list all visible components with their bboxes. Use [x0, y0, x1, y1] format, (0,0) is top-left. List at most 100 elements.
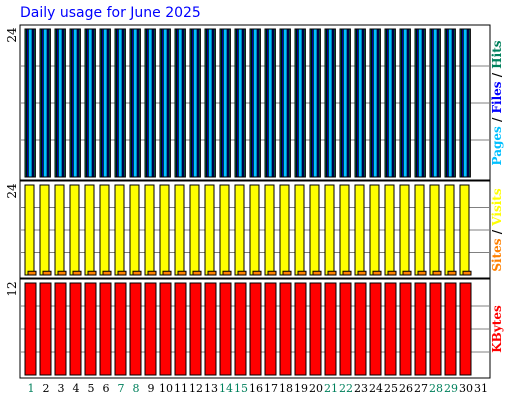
bar-pages-day-16 [252, 28, 258, 178]
bar-pages-day-25 [387, 28, 393, 178]
bar-kbytes-day-28 [429, 282, 442, 376]
bar-sites-day-30 [462, 270, 472, 276]
bar-sites-day-19 [297, 270, 307, 276]
bar-pages-day-26 [402, 28, 408, 178]
bar-visits-day-16 [249, 184, 260, 276]
bar-pages-day-13 [207, 28, 213, 178]
bar-kbytes-day-9 [144, 282, 157, 376]
bar-visits-day-25 [384, 184, 395, 276]
bar-visits-day-8 [129, 184, 140, 276]
bar-kbytes-day-14 [219, 282, 232, 376]
bar-kbytes-day-4 [69, 282, 82, 376]
bar-kbytes-day-12 [189, 282, 202, 376]
bar-kbytes-day-17 [264, 282, 277, 376]
bar-kbytes-day-23 [354, 282, 367, 376]
bar-sites-day-29 [447, 270, 457, 276]
bar-kbytes-day-11 [174, 282, 187, 376]
bar-pages-day-6 [102, 28, 108, 178]
x-tick-day-18: 18 [279, 382, 293, 395]
bar-sites-day-14 [222, 270, 232, 276]
bar-kbytes-day-27 [414, 282, 427, 376]
bar-sites-day-24 [372, 270, 382, 276]
bar-pages-day-22 [342, 28, 348, 178]
bar-kbytes-day-15 [234, 282, 247, 376]
bar-visits-day-29 [444, 184, 455, 276]
bar-sites-day-21 [327, 270, 337, 276]
x-tick-day-26: 26 [399, 382, 413, 395]
bar-pages-day-5 [87, 28, 93, 178]
bar-visits-day-23 [354, 184, 365, 276]
x-tick-day-6: 6 [103, 382, 110, 395]
bar-pages-day-9 [147, 28, 153, 178]
bar-kbytes-day-10 [159, 282, 172, 376]
x-tick-day-27: 27 [414, 382, 428, 395]
x-tick-day-10: 10 [159, 382, 173, 395]
bar-visits-day-19 [294, 184, 305, 276]
bar-visits-day-9 [144, 184, 155, 276]
x-tick-day-25: 25 [384, 382, 398, 395]
bar-sites-day-26 [402, 270, 412, 276]
bar-visits-day-11 [174, 184, 185, 276]
legend-entry: Pages [490, 125, 504, 165]
panel-hits [19, 24, 491, 181]
bar-visits-day-17 [264, 184, 275, 276]
bar-visits-day-28 [429, 184, 440, 276]
bar-kbytes-day-21 [324, 282, 337, 376]
bar-visits-day-14 [219, 184, 230, 276]
bar-pages-day-10 [162, 28, 168, 178]
bar-pages-day-8 [132, 28, 138, 178]
x-tick-day-15: 15 [234, 382, 248, 395]
bar-visits-day-20 [309, 184, 320, 276]
bar-visits-day-12 [189, 184, 200, 276]
x-tick-day-29: 29 [444, 382, 458, 395]
bar-sites-day-27 [417, 270, 427, 276]
bar-visits-day-6 [99, 184, 110, 276]
bar-sites-day-18 [282, 270, 292, 276]
bar-pages-day-4 [72, 28, 78, 178]
x-tick-day-19: 19 [294, 382, 308, 395]
x-tick-day-23: 23 [354, 382, 368, 395]
bar-pages-day-12 [192, 28, 198, 178]
bar-sites-day-1 [27, 270, 37, 276]
bar-pages-day-19 [297, 28, 303, 178]
bar-sites-day-25 [387, 270, 397, 276]
x-tick-day-11: 11 [174, 382, 188, 395]
bar-sites-day-6 [102, 270, 112, 276]
bar-sites-day-28 [432, 270, 442, 276]
x-tick-day-8: 8 [133, 382, 140, 395]
bar-kbytes-day-29 [444, 282, 457, 376]
bar-kbytes-day-30 [459, 282, 472, 376]
bar-sites-day-10 [162, 270, 172, 276]
x-tick-day-24: 24 [369, 382, 383, 395]
bar-sites-day-7 [117, 270, 127, 276]
bar-pages-day-17 [267, 28, 273, 178]
bar-kbytes-day-3 [54, 282, 67, 376]
bar-kbytes-day-6 [99, 282, 112, 376]
bar-sites-day-8 [132, 270, 142, 276]
x-tick-day-12: 12 [189, 382, 203, 395]
bar-kbytes-day-8 [129, 282, 142, 376]
x-tick-day-7: 7 [118, 382, 125, 395]
x-tick-day-20: 20 [309, 382, 323, 395]
legend-entry: Hits [490, 40, 504, 69]
bar-kbytes-day-26 [399, 282, 412, 376]
bar-pages-day-3 [57, 28, 63, 178]
ymax-label-kbytes: 12 [5, 281, 19, 297]
x-tick-day-28: 28 [429, 382, 443, 395]
bar-kbytes-day-2 [39, 282, 52, 376]
bar-pages-day-2 [42, 28, 48, 178]
bar-visits-day-10 [159, 184, 170, 276]
x-tick-day-3: 3 [58, 382, 65, 395]
bar-sites-day-3 [57, 270, 67, 276]
bar-kbytes-day-22 [339, 282, 352, 376]
bar-pages-day-14 [222, 28, 228, 178]
x-tick-day-21: 21 [324, 382, 338, 395]
x-tick-day-4: 4 [73, 382, 80, 395]
bar-pages-day-7 [117, 28, 123, 178]
bar-kbytes-day-24 [369, 282, 382, 376]
bar-sites-day-9 [147, 270, 157, 276]
bar-pages-day-24 [372, 28, 378, 178]
bar-pages-day-28 [432, 28, 438, 178]
x-tick-day-5: 5 [88, 382, 95, 395]
